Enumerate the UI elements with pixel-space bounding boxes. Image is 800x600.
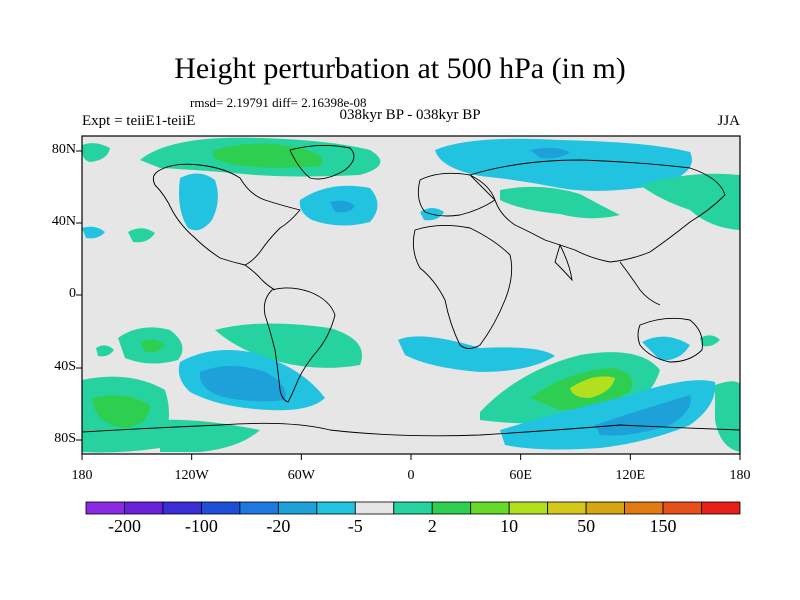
colorbar-swatch <box>508 501 549 515</box>
contour-region-antarctic-positive-west-core <box>92 395 150 428</box>
colorbar-swatch <box>624 501 664 515</box>
lon-tick-label: 180 <box>729 468 751 483</box>
coastline-australia <box>637 317 703 363</box>
colorbar-swatch <box>662 501 702 515</box>
colorbar-label: -5 <box>347 516 363 536</box>
lat-tick-label: 80S <box>54 431 76 446</box>
colorbar-swatch <box>547 501 587 515</box>
colorbar <box>85 501 741 515</box>
colorbar-swatch <box>201 501 241 515</box>
contour-region-australia-negative <box>642 336 690 361</box>
contour-region-greenland-core <box>212 143 323 168</box>
coastline-antarctica <box>82 422 740 437</box>
contour-region-north-atlantic-core <box>330 200 355 213</box>
lat-tick-label: 40N <box>51 214 76 229</box>
coastline-south-america <box>263 287 336 403</box>
colorbar-swatch <box>585 501 625 515</box>
contour-region-south-america-positive <box>215 323 362 368</box>
contour-region-antarctic-positive-east <box>715 381 740 452</box>
contour-region-pacific-negative-small <box>82 226 105 239</box>
lon-tick-label: 60E <box>509 468 532 483</box>
coastline-africa <box>412 225 513 349</box>
colorbar-label: 2 <box>427 516 437 536</box>
lat-tick-label: 40S <box>54 359 76 374</box>
contour-fields <box>82 137 740 453</box>
coastline-india <box>554 243 573 282</box>
contour-region-southern-indian-peak <box>570 376 615 398</box>
colorbar-swatch <box>85 501 125 515</box>
lon-tick-label: 120W <box>174 468 209 483</box>
colorbar-swatch <box>431 501 472 515</box>
colorbar-swatch <box>354 501 395 515</box>
coastline-greenland <box>289 145 355 180</box>
contour-region-east-asia-positive <box>640 173 740 230</box>
lat-tick-label: 0 <box>69 286 76 301</box>
coastline-europe <box>417 172 496 217</box>
contour-region-small-positive-1 <box>96 345 114 357</box>
experiment-label: Expt = teiiE1-teiiE <box>82 113 196 129</box>
coastline-central-america <box>244 264 276 291</box>
colorbar-label: 150 <box>649 516 677 536</box>
colorbar-swatch <box>701 501 741 515</box>
season-label: JJA <box>717 113 740 129</box>
lon-tick-label: 120E <box>615 468 646 483</box>
lon-tick-label: 180 <box>71 468 93 483</box>
contour-region-pacific-positive-small <box>128 228 155 243</box>
contour-region-south-pacific-core <box>140 339 165 353</box>
contour-region-north-america-negative <box>179 173 218 231</box>
lon-tick-label: 0 <box>407 468 415 483</box>
colorbar-swatch <box>316 501 356 515</box>
colorbar-swatch <box>162 501 202 515</box>
contour-region-siberia-core <box>530 147 570 159</box>
colorbar-swatch <box>393 501 433 515</box>
colorbar-label: 10 <box>500 516 519 536</box>
contour-region-north-pacific-positive <box>82 143 110 162</box>
lon-tick-label: 60W <box>287 468 315 483</box>
coastlines <box>82 145 740 437</box>
colorbar-swatch <box>277 501 318 515</box>
colorbar-swatch <box>470 501 510 515</box>
colorbar-label: -20 <box>266 516 291 536</box>
contour-region-south-pacific-negative-core <box>199 366 286 402</box>
coastline-southeast-asia <box>619 261 661 306</box>
coastline-asia <box>469 159 726 263</box>
contour-region-antarctic-positive-belt <box>160 419 260 452</box>
contour-region-central-asia-positive <box>500 186 620 219</box>
stats-text: rmsd= 2.19791 diff= 2.16398e-08 <box>190 95 367 110</box>
contour-region-southern-ocean-negative <box>500 380 716 450</box>
period-label: 038kyr BP - 038kyr BP <box>339 107 481 123</box>
contour-region-siberia-negative <box>435 138 692 191</box>
plot-title: Height perturbation at 500 hPa (in m) <box>174 52 626 85</box>
colorbar-swatch <box>239 501 279 515</box>
lat-tick-label: 80N <box>51 142 76 157</box>
colorbar-label: -200 <box>107 516 141 536</box>
colorbar-label: -100 <box>184 516 218 536</box>
colorbar-label: 50 <box>577 516 596 536</box>
contour-region-small-positive-2 <box>700 335 720 347</box>
contour-region-south-atlantic-negative <box>398 336 555 372</box>
colorbar-swatch <box>124 501 164 515</box>
axis-ticks <box>76 150 741 460</box>
coastline-north-america <box>152 163 301 266</box>
